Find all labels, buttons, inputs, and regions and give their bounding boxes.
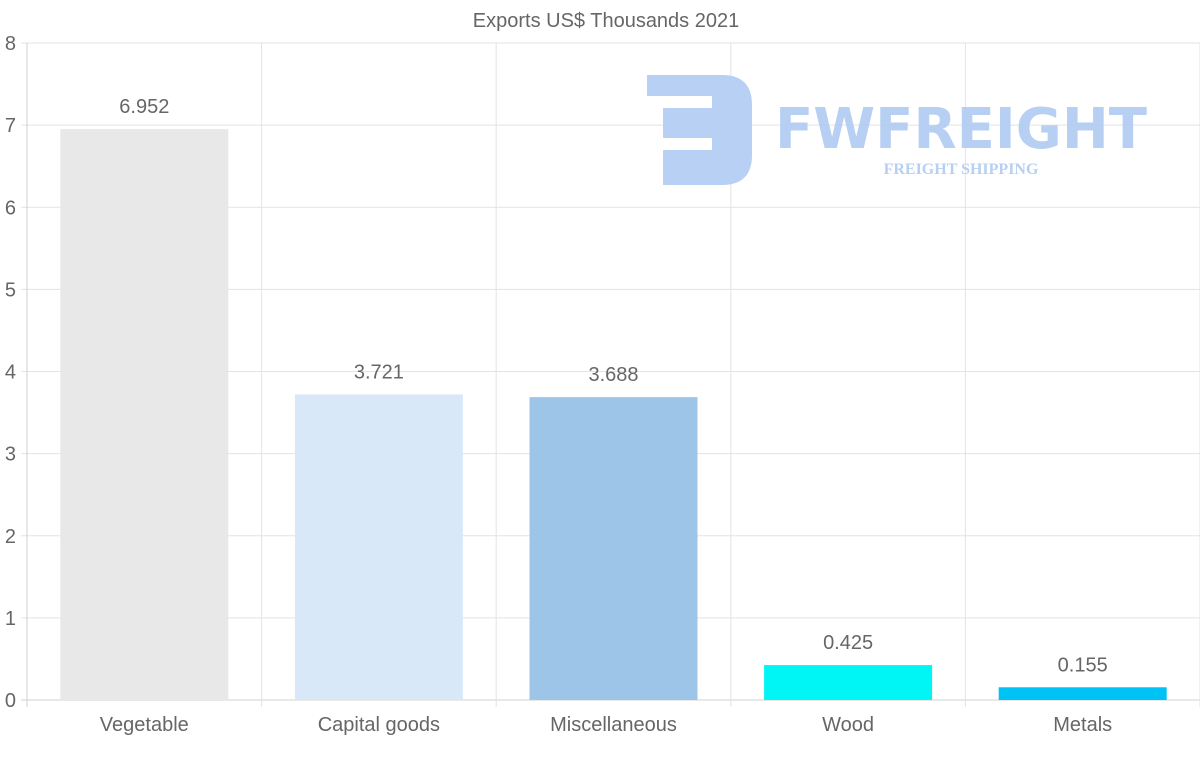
x-tick-label: Miscellaneous xyxy=(550,714,677,736)
y-tick-label: 7 xyxy=(5,115,16,137)
y-tick-label: 4 xyxy=(5,362,16,384)
data-label: 6.952 xyxy=(119,96,169,118)
y-tick-label: 2 xyxy=(5,526,16,548)
data-label: 3.721 xyxy=(354,361,404,383)
fwfreight-logo-watermark: FWFREIGHT FREIGHT SHIPPING xyxy=(647,75,1147,185)
data-label: 3.688 xyxy=(588,364,638,386)
bars: 6.952 Vegetable 3.721 Capital goods 3.688 Mis… xyxy=(60,96,1167,736)
bar-miscellaneous[interactable] xyxy=(529,397,698,700)
chart-title: Exports US$ Thousands 2021 xyxy=(473,10,739,32)
y-tick-label: 1 xyxy=(5,608,16,630)
bar-capital-goods[interactable] xyxy=(294,394,463,700)
x-tick-label: Capital goods xyxy=(318,714,440,736)
bar-metals[interactable] xyxy=(998,687,1167,700)
x-tick-label: Wood xyxy=(822,714,874,736)
logo-mark-icon xyxy=(647,75,752,185)
x-tick-label: Metals xyxy=(1053,714,1112,736)
bar-vegetable[interactable] xyxy=(60,129,229,700)
data-label: 0.425 xyxy=(823,632,873,654)
logo-brand-text: FWFREIGHT xyxy=(775,97,1147,162)
bar-wood[interactable] xyxy=(764,665,933,700)
y-tick-label: 5 xyxy=(5,279,16,301)
y-tick-label: 3 xyxy=(5,444,16,466)
y-tick-label: 0 xyxy=(5,690,16,712)
data-label: 0.155 xyxy=(1058,654,1108,676)
x-tick-label: Vegetable xyxy=(100,714,189,736)
logo-tagline-text: FREIGHT SHIPPING xyxy=(884,161,1039,178)
y-tick-label: 6 xyxy=(5,197,16,219)
y-tick-label: 8 xyxy=(5,33,16,55)
